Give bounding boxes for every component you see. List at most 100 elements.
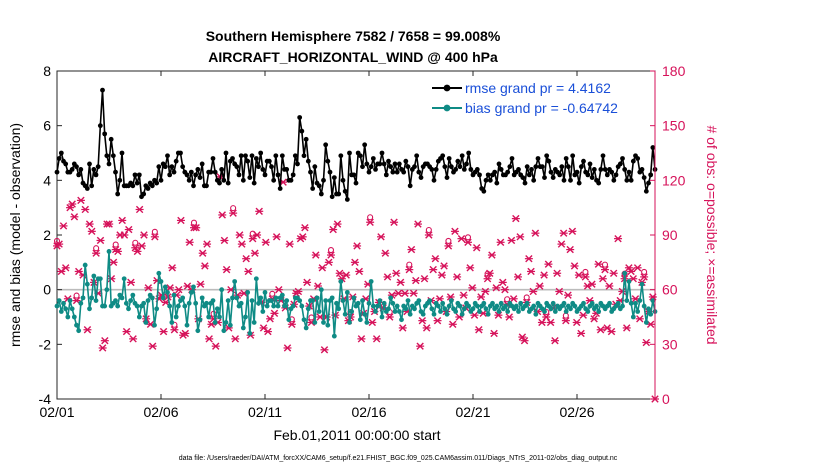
rmse-point [643,188,649,194]
rmse-point [321,177,326,183]
rmse-point [234,164,240,170]
y-right-tick-label: 0 [662,391,670,407]
bias-point [251,320,257,325]
bias-point [368,279,374,284]
obs-marker [400,289,409,298]
obs-marker [131,239,140,252]
bias-point [76,328,82,334]
bias-point [182,303,188,309]
obs-marker [392,269,401,277]
rmse-point [520,175,526,181]
rmse-point [171,169,177,175]
obs-marker [159,327,168,336]
bias-point [271,303,277,309]
bias-point [240,325,246,331]
bias-point [193,300,199,306]
obs-marker [527,267,536,276]
rmse-point [617,161,623,167]
rmse-point [249,153,255,159]
rmse-point [169,164,175,170]
rmse-point [225,180,231,186]
x-axis-label: Feb.01,2011 00:00:00 start [273,427,440,443]
bias-point [351,295,357,301]
bias-point [459,311,465,317]
obs-marker [418,316,427,325]
rmse-point [362,142,368,148]
rmse-point [273,153,279,159]
obs-marker [431,254,440,263]
bias-point [624,298,630,303]
rmse-point [600,153,606,159]
rmse-point [208,169,214,175]
rmse-point [468,167,474,172]
bias-point [355,300,361,306]
bias-point [461,306,467,312]
rmse-point [368,164,374,170]
y-left-tick-label: -2 [39,336,52,352]
rmse-point [396,161,402,167]
bias-point [54,303,60,309]
obs-marker [274,285,283,294]
rmse-point [604,172,610,178]
bias-point [481,300,487,306]
obs-marker [561,312,570,325]
obs-marker [372,335,381,343]
obs-marker [200,262,209,270]
bias-point [212,320,218,325]
bias-series [54,249,658,339]
bias-point [334,300,339,306]
bias-point [498,300,504,306]
obs-marker [481,287,490,296]
obs-marker [192,224,201,232]
bias-point [214,306,220,312]
bias-point [548,306,554,312]
rmse-point [316,183,322,189]
obs-marker [198,249,207,257]
bias-point [314,295,320,301]
bias-point [136,314,142,320]
rmse-point [613,172,619,178]
rmse-point [117,177,123,183]
rmse-point [446,156,452,161]
rmse-point [563,156,569,161]
obs-marker [253,231,262,239]
rmse-point [370,156,376,161]
rmse-point [312,164,318,170]
obs-marker [326,246,335,259]
bias-point [249,298,255,303]
bias-point [581,300,586,306]
rmse-point [550,175,556,181]
bias-point [388,295,394,301]
bias-point [427,298,433,303]
bias-point [93,298,99,303]
rmse-point [303,136,309,142]
x-tick-label: 02/26 [559,404,594,420]
obs-marker [203,240,212,248]
x-tick-label: 02/11 [248,404,282,420]
y-right-tick-label: 150 [662,118,686,134]
rmse-point [557,172,563,178]
rmse-point [318,191,324,197]
rmse-point [364,161,370,167]
bias-point [331,333,337,339]
bias-point [169,320,175,325]
obs-marker [118,216,127,225]
bias-point [115,303,121,309]
bias-point [635,309,641,314]
rmse-point [628,177,634,183]
bias-point [154,306,160,312]
rmse-point [401,169,407,175]
obs-marker [283,344,292,352]
rmse-point [279,153,285,159]
bias-point [416,298,422,303]
legend-bias-marker [443,104,451,112]
bias-point [206,314,212,320]
bias-point [531,303,537,309]
bias-point [128,298,134,303]
obs-possible-o [523,294,530,301]
bias-point [173,314,179,320]
bias-point [399,317,404,323]
bias-point [297,298,303,303]
bias-point [245,290,251,295]
obs-marker [635,315,644,323]
